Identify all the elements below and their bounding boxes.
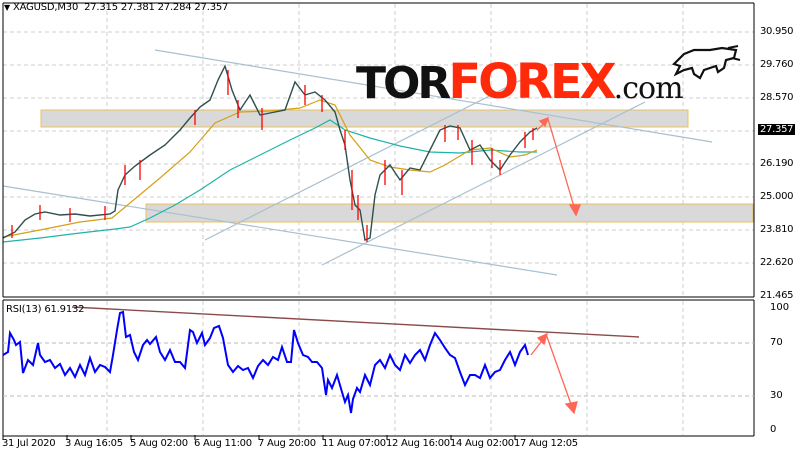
- time-label: 7 Aug 20:00: [258, 438, 316, 449]
- logo-forex: FOREX: [448, 54, 616, 110]
- channel-lines: [2, 49, 713, 276]
- time-label: 3 Aug 16:05: [65, 438, 123, 449]
- price-label: 28.570: [760, 92, 794, 103]
- rsi-line: [2, 310, 529, 414]
- time-label: 14 Aug 02:00: [450, 438, 514, 449]
- rsi-level-label: 100: [770, 302, 790, 313]
- time-label: 11 Aug 07:00: [322, 438, 386, 449]
- price-label: 25.000: [760, 191, 794, 202]
- price-label: 22.620: [760, 257, 794, 268]
- support-zone: [145, 203, 754, 223]
- resistance-zone: [40, 109, 689, 128]
- price-label: 26.190: [760, 158, 794, 169]
- logo-tor: TOR: [356, 58, 451, 109]
- bull-icon: [671, 45, 741, 80]
- ma-slow-line: [2, 119, 537, 243]
- chart-header: ▼ XAGUSD,M30 27.315 27.381 27.284 27.357: [4, 2, 228, 13]
- price-bearish-wicks: [11, 70, 534, 242]
- rsi-forecast-arrows: [530, 332, 578, 415]
- rsi-trendline: [71, 306, 640, 338]
- time-axis-ticks: [2, 435, 516, 440]
- time-label: 5 Aug 02:00: [130, 438, 188, 449]
- price-label: 30.950: [760, 26, 794, 37]
- rsi-level-label: 0: [770, 424, 777, 435]
- price-label: 21.465: [760, 290, 794, 301]
- rsi-level-label: 70: [770, 337, 783, 348]
- logo-com: .com: [613, 71, 684, 106]
- forecast-arrows: [536, 116, 581, 217]
- rsi-grid: [3, 301, 754, 435]
- symbol-timeframe: XAGUSD,M30: [12, 2, 79, 13]
- price-label: 23.810: [760, 224, 794, 235]
- time-label: 17 Aug 12:05: [514, 438, 578, 449]
- time-label: 6 Aug 11:00: [194, 438, 252, 449]
- current-price-label: 27.357: [758, 124, 796, 135]
- price-label: 29.760: [760, 59, 794, 70]
- rsi-title: RSI(13) 61.9132: [6, 304, 85, 315]
- torforex-logo: TORFOREX.com: [356, 54, 684, 110]
- time-label: 12 Aug 16:00: [386, 438, 450, 449]
- time-label: 31 Jul 2020: [2, 438, 56, 449]
- ohlc-values: 27.315 27.381 27.284 27.357: [84, 2, 229, 13]
- rsi-level-label: 30: [770, 390, 783, 401]
- collapse-arrow-icon[interactable]: ▼: [4, 3, 10, 12]
- main-grid: [3, 4, 754, 296]
